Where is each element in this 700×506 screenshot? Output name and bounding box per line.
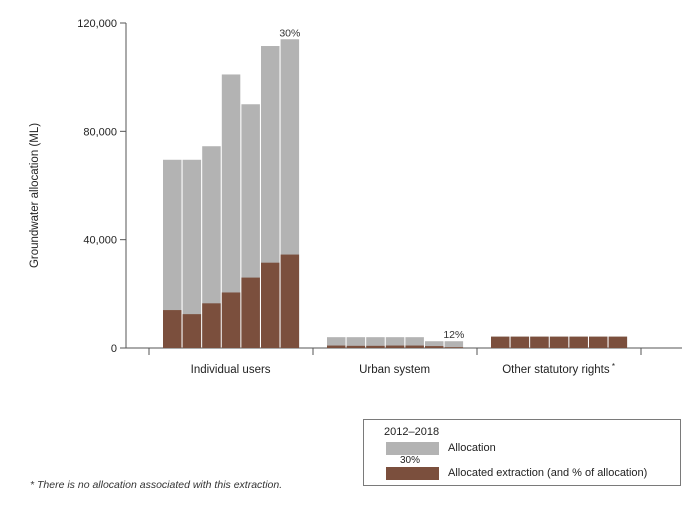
allocation-bar <box>346 337 366 348</box>
legend-swatch-allocation <box>386 442 439 455</box>
extraction-bar <box>530 336 549 348</box>
extraction-bar <box>385 345 405 348</box>
y-axis-title: Groundwater allocation (ML) <box>29 123 41 268</box>
legend-swatch-extraction <box>386 467 439 480</box>
extraction-bar <box>163 310 182 348</box>
y-tick-label: 40,000 <box>83 235 117 247</box>
extraction-bar <box>241 277 260 348</box>
y-tick-label: 80,000 <box>83 126 117 138</box>
allocation-bar <box>444 341 464 348</box>
legend: 2012–2018 Allocation 30% Allocated extra… <box>363 419 681 486</box>
extraction-bar <box>221 292 241 348</box>
allocation-bar <box>182 159 202 348</box>
extraction-bar <box>405 345 424 348</box>
bar-data-label: 12% <box>443 329 464 341</box>
extraction-bar <box>444 347 464 348</box>
extraction-bar <box>425 346 444 348</box>
y-tick-label: 120,000 <box>77 18 117 30</box>
allocation-bar <box>221 74 241 348</box>
x-category-label: Urban system <box>359 364 430 376</box>
allocation-bar <box>385 337 405 348</box>
allocation-bar <box>202 146 221 348</box>
extraction-bar <box>510 336 530 348</box>
legend-title: 2012–2018 <box>384 426 440 438</box>
allocation-bar <box>405 337 424 348</box>
legend-sample-percent: 30% <box>400 455 421 466</box>
allocation-bar <box>163 159 182 348</box>
extraction-bar <box>491 336 510 348</box>
extraction-bar <box>202 303 221 348</box>
extraction-bar <box>569 336 588 348</box>
allocation-bar <box>366 337 385 348</box>
extraction-bar <box>366 345 385 348</box>
extraction-bar <box>280 254 300 348</box>
allocation-bar <box>327 337 346 348</box>
extraction-bar <box>589 336 608 348</box>
extraction-bar <box>182 314 202 348</box>
legend-label-allocation: Allocation <box>448 442 496 454</box>
footnote: * There is no allocation associated with… <box>30 479 283 491</box>
x-category-label: Individual users <box>191 364 271 376</box>
allocation-bar <box>425 341 444 348</box>
bar-data-label: 30% <box>279 27 300 39</box>
extraction-bar <box>346 345 366 348</box>
extraction-bar <box>327 345 346 348</box>
extraction-bar <box>608 336 628 348</box>
extraction-bar <box>549 336 569 348</box>
legend-label-extraction: Allocated extraction (and % of allocatio… <box>448 467 648 479</box>
x-category-label: Other statutory rights * <box>502 362 615 376</box>
extraction-bar <box>261 262 280 348</box>
y-tick-label: 0 <box>111 343 117 355</box>
